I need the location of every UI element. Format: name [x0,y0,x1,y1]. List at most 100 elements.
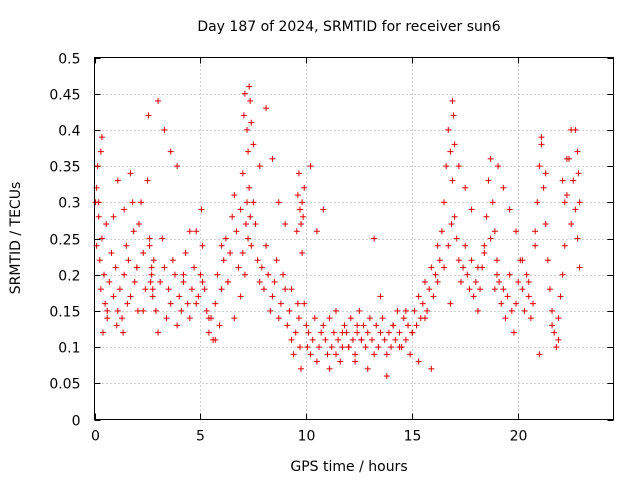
axis-ticks [94,57,614,421]
data-point [525,293,532,300]
data-point [178,307,185,314]
data-point [113,322,120,329]
data-point [138,199,145,206]
data-point [197,271,204,278]
data-point [383,373,390,380]
data-point [180,271,187,278]
data-point [305,329,312,336]
y-tick-label: 0.1 [58,341,80,357]
data-point [428,365,435,372]
data-point [536,163,543,170]
data-point [267,307,274,314]
data-point [299,249,306,256]
data-points [92,83,583,380]
data-point [506,271,513,278]
data-point [460,264,467,271]
data-point [341,322,348,329]
data-point [493,257,500,264]
data-point [455,163,462,170]
data-point [354,322,361,329]
data-point [199,242,206,249]
data-point [326,315,333,322]
data-point [95,199,102,206]
data-point [447,300,454,307]
data-point [167,148,174,155]
data-point [441,264,448,271]
data-point [555,315,562,322]
data-point [438,228,445,235]
data-point [157,278,164,285]
data-point [559,177,566,184]
data-point [127,170,134,177]
data-point [282,286,289,293]
data-point [231,315,238,322]
data-point [263,242,270,249]
data-point [116,286,123,293]
data-point [159,235,166,242]
data-point [521,307,528,314]
data-point [295,170,302,177]
data-point [155,97,162,104]
data-point [474,264,481,271]
data-point [352,351,359,358]
data-point [227,249,234,256]
data-point [144,177,151,184]
y-tick-label: 0.15 [49,305,80,321]
data-point [296,206,303,213]
data-point [358,336,365,343]
data-point [239,170,246,177]
data-point [104,307,111,314]
y-tick-label: 0.3 [58,196,80,212]
data-point [135,221,142,228]
data-point [149,286,156,293]
data-point [513,300,520,307]
data-point [496,278,503,285]
data-point [148,264,155,271]
data-point [98,235,105,242]
data-point [150,257,157,264]
data-point [335,336,342,343]
data-point [212,336,219,343]
plot-frame [94,57,614,420]
data-point [347,315,354,322]
data-point [127,293,134,300]
data-point [246,83,253,90]
data-point [354,329,361,336]
data-point [426,286,433,293]
data-point [575,170,582,177]
y-tick-label: 0.4 [58,124,80,140]
data-point [269,155,276,162]
data-point [288,286,295,293]
data-point [356,307,363,314]
data-point [481,249,488,256]
data-point [199,278,206,285]
data-point [576,199,583,206]
data-point [218,286,225,293]
data-point [130,228,137,235]
data-point [282,221,289,228]
grid-lines [94,57,614,420]
data-point [379,315,386,322]
data-point [169,257,176,264]
data-point [239,249,246,256]
data-point [304,344,311,351]
data-point [300,213,307,220]
data-point [303,322,310,329]
data-point [316,344,323,351]
data-point [149,293,156,300]
data-point [148,271,155,278]
data-point [96,257,103,264]
data-point [320,322,327,329]
y-tick-label: 0.05 [49,377,80,393]
data-point [146,235,153,242]
data-point [563,192,570,199]
data-point [161,126,168,133]
data-point [434,278,441,285]
data-point [576,264,583,271]
data-point [472,278,479,285]
data-point [174,322,181,329]
data-point [549,322,556,329]
data-point [94,163,101,170]
data-point [324,351,331,358]
data-point [546,286,553,293]
